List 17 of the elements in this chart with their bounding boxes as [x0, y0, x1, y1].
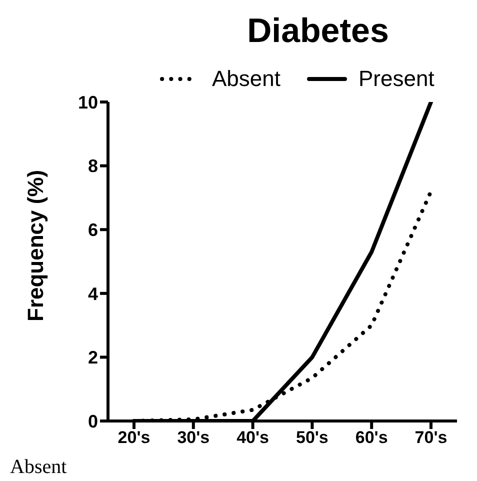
x-tick-label: 70's: [414, 428, 448, 448]
y-tick-label: 8: [88, 156, 98, 176]
text: Absent: [10, 456, 67, 479]
x-tick-label: 40's: [236, 428, 270, 448]
legend-label: Absent: [212, 66, 280, 92]
x-tick-label: 50's: [296, 428, 328, 448]
x-tick-label: 20's: [118, 428, 150, 448]
chart-title: Diabetes: [246, 12, 390, 51]
x-tick-label: 30's: [177, 428, 210, 448]
x-tick-label: 60's: [355, 428, 388, 448]
y-tick-label: 0: [88, 411, 98, 432]
y-axis-title: Frequency (%): [22, 170, 48, 322]
y-tick-label: 4: [88, 284, 98, 304]
y-tick-label: 10: [78, 92, 98, 112]
legend-label: Present: [358, 66, 434, 92]
y-tick-label: 2: [88, 348, 98, 368]
y-tick-label: 6: [88, 220, 98, 240]
